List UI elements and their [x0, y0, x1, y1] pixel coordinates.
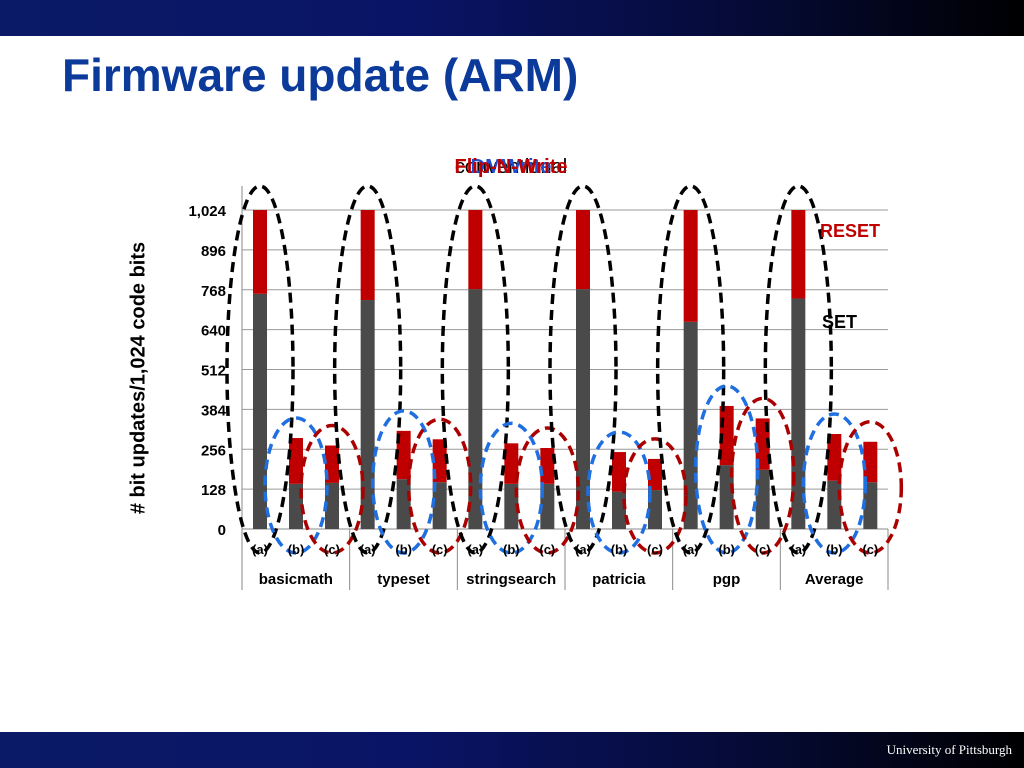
bar-reset-typeset-1 [396, 430, 411, 480]
x-subcategory-label: (c) [862, 542, 878, 557]
x-subcategory-label: (b) [826, 542, 843, 557]
x-subcategory-label: (c) [755, 542, 771, 557]
x-subcategory-label: (a) [467, 542, 483, 557]
bar-reset-stringsearch-2 [540, 448, 555, 484]
y-tick-label: 0 [218, 522, 226, 539]
x-subcategory-label: (b) [611, 542, 628, 557]
bar-set-typeset-0 [360, 300, 375, 529]
highlight-ellipse-a [763, 184, 834, 555]
bar-reset-pgp-0 [683, 210, 698, 322]
y-tick-label: 768 [201, 283, 226, 300]
x-subcategory-label: (b) [395, 542, 412, 557]
chart-title-flip-n-write: Flip-N-Write [455, 156, 568, 178]
bar-set-typeset-2 [432, 482, 447, 529]
bar-reset-typeset-0 [360, 210, 375, 301]
bar-set-Average-1 [827, 480, 842, 529]
x-subcategory-label: (a) [360, 542, 376, 557]
highlight-ellipse-a [440, 184, 511, 555]
highlight-ellipse-a [332, 184, 403, 555]
bar-chart: conventional DMWrite Flip-N-Write 0 128 25… [188, 156, 904, 590]
highlight-ellipse-c [729, 396, 796, 555]
bar-reset-Average-0 [791, 210, 806, 299]
y-tick-label: 1,024 [188, 203, 226, 220]
y-tick-label: 256 [201, 442, 226, 459]
gridlines [242, 209, 888, 490]
highlight-ellipse-a [655, 184, 726, 555]
bars [253, 210, 878, 529]
bar-reset-basicmath-0 [253, 210, 267, 294]
bar-reset-patricia-0 [576, 210, 590, 290]
y-tick-label: 128 [201, 482, 226, 499]
x-subcategory-label: (a) [252, 542, 268, 557]
bar-reset-stringsearch-0 [468, 210, 483, 290]
bar-reset-patricia-1 [612, 452, 626, 492]
x-subcategory-label: (c) [324, 542, 340, 557]
x-group-label: pgp [713, 571, 741, 588]
x-subcategory-label: (b) [503, 542, 520, 557]
highlight-ellipse-b [263, 416, 329, 555]
x-subcategory-label: (c) [432, 542, 448, 557]
y-tick-label: 640 [201, 323, 226, 340]
y-axis-label: # bit updates/1,024 code bits [127, 241, 150, 515]
highlight-ellipse-c [622, 437, 688, 555]
bar-set-Average-0 [791, 298, 806, 529]
bar-reset-Average-1 [827, 433, 842, 481]
bar-set-patricia-0 [576, 289, 590, 529]
bar-set-pgp-1 [719, 465, 734, 529]
footer-university: University of Pittsburgh [886, 742, 1012, 757]
x-group-label: Average [805, 571, 864, 588]
x-group-label: patricia [592, 571, 646, 588]
x-subcategory-label: (c) [539, 542, 555, 557]
bar-reset-patricia-2 [648, 458, 662, 491]
chart-title-conventional: conventional [455, 156, 567, 178]
bar-set-stringsearch-0 [468, 289, 483, 529]
x-group-label: basicmath [259, 571, 333, 588]
axes [241, 186, 889, 590]
bar-set-basicmath-2 [325, 482, 339, 529]
slide-title: Firmware update (ARM) [62, 49, 579, 101]
chart-title-group: conventional DMWrite Flip-N-Write [455, 156, 568, 178]
bar-reset-basicmath-2 [325, 445, 339, 483]
x-subcategory-label: (a) [575, 542, 591, 557]
axis-labels: 0 128 256 384 512 640 768 896 1,024 (a) (b) (c) basi… [188, 203, 878, 588]
bar-reset-typeset-2 [432, 439, 447, 483]
legend-set-label: SET [822, 312, 857, 332]
bar-set-typeset-1 [396, 479, 411, 529]
chart-title-dmwrite: DMWrite [471, 156, 552, 178]
x-subcategory-label: (c) [647, 542, 663, 557]
highlight-ellipse-b [478, 421, 545, 555]
x-group-label: stringsearch [466, 571, 556, 588]
highlight-ellipses [225, 184, 904, 555]
bar-set-Average-2 [863, 482, 878, 529]
bar-set-basicmath-0 [253, 293, 267, 529]
x-subcategory-label: (b) [718, 542, 735, 557]
highlight-ellipse-a [548, 184, 618, 555]
bar-reset-stringsearch-1 [504, 443, 519, 484]
bar-set-patricia-1 [612, 491, 626, 529]
highlight-ellipse-b [693, 384, 760, 555]
bar-reset-basicmath-1 [289, 438, 303, 484]
highlight-ellipse-c [514, 426, 581, 555]
x-group-label: typeset [377, 571, 430, 588]
y-tick-label: 512 [201, 363, 226, 380]
bar-reset-Average-2 [863, 441, 878, 483]
y-tick-label: 384 [201, 402, 227, 419]
highlight-ellipse-c [406, 417, 473, 555]
highlight-ellipse-a [225, 184, 295, 555]
highlight-ellipse-c [299, 423, 365, 555]
x-subcategory-label: (a) [683, 542, 699, 557]
x-subcategory-label: (b) [288, 542, 305, 557]
highlight-ellipse-b [370, 409, 437, 555]
x-subcategory-label: (a) [790, 542, 806, 557]
highlight-ellipse-b [586, 430, 652, 555]
bottom-banner: University of Pittsburgh [0, 732, 1024, 768]
y-tick-label: 896 [201, 243, 226, 260]
highlight-ellipse-c [837, 420, 904, 555]
bar-set-pgp-2 [755, 469, 770, 529]
top-banner [0, 0, 1024, 36]
highlight-ellipse-b [801, 412, 868, 555]
legend-reset-label: RESET [820, 221, 880, 241]
